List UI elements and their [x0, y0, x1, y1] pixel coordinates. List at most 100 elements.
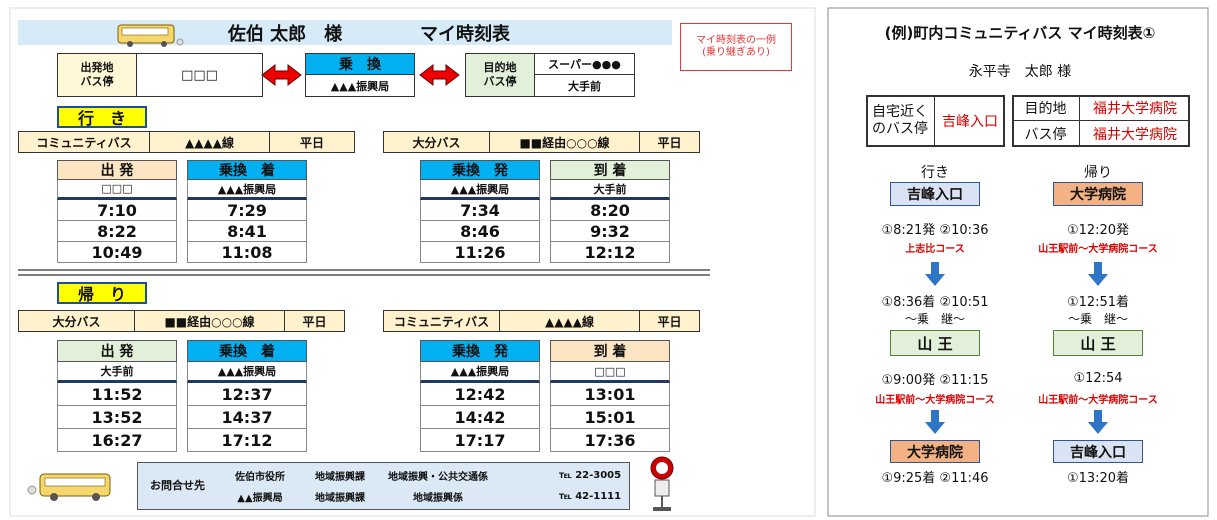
- dest-label-line: 目的地: [483, 61, 517, 75]
- departure-time: 12:12: [550, 242, 670, 263]
- contact-cell: ℡ 42-1111: [558, 490, 622, 502]
- time-line: ①12:51着: [1066, 294, 1130, 310]
- direction-heading: 帰 り: [57, 282, 147, 304]
- column-stop: ▲▲▲振興局: [187, 362, 307, 383]
- contact-cell: ℡ 22-3005: [558, 469, 622, 481]
- dest-box: [1012, 95, 1190, 147]
- transfer-label: 乗 換: [305, 53, 415, 75]
- column-stop: 大手前: [57, 362, 177, 383]
- separator: [18, 269, 710, 276]
- time-line: ①9:25着 ②11:46: [881, 470, 989, 486]
- stop-box: 大学病院: [1053, 182, 1143, 206]
- departure-time: 7:29: [187, 200, 307, 221]
- departure-time: 17:12: [187, 429, 307, 452]
- departure-time: 12:42: [420, 383, 540, 406]
- departure-time: 13:01: [550, 383, 670, 406]
- contact-label: お問合せ先: [150, 479, 205, 492]
- origin-label-line: 出発地: [80, 61, 114, 75]
- stop-box: 山 王: [890, 330, 980, 356]
- time-line: ①12:54: [1073, 370, 1123, 386]
- departure-time: 17:17: [420, 429, 540, 452]
- departure-time: 15:01: [550, 406, 670, 429]
- dest-stop: スーパー●●●: [535, 53, 635, 75]
- column-header: 到 着: [550, 160, 670, 180]
- dest-label-line: バス停: [483, 75, 517, 88]
- column-header: 乗換 着: [187, 340, 307, 362]
- column-stop: ▲▲▲振興局: [420, 180, 540, 200]
- sample-note-line: マイ時刻表の一例: [696, 34, 776, 46]
- departure-time: 17:36: [550, 429, 670, 452]
- time-line: ①8:36着 ②10:51: [881, 294, 989, 310]
- column-header: 出 発: [57, 160, 177, 180]
- stop-box: 山 王: [1053, 330, 1143, 356]
- column-stop: ▲▲▲振興局: [187, 180, 307, 200]
- column-stop: □□□: [550, 362, 670, 383]
- column-stop: ▲▲▲振興局: [420, 362, 540, 383]
- departure-time: 13:52: [57, 406, 177, 429]
- leg-day: 平日: [640, 131, 700, 153]
- leg-company: 大分バス: [383, 131, 490, 153]
- home-label-line: のバス停: [872, 121, 928, 137]
- leg-company: コミュニティバス: [18, 131, 150, 153]
- dest-value: 福井大学病院: [1080, 95, 1190, 121]
- stop-box: 大学病院: [890, 440, 980, 463]
- transfer-note: ～乗 継～: [1067, 311, 1128, 326]
- home-stop: 吉峰入口: [942, 114, 998, 130]
- course-name: 山王駅前～大学病院コース: [1038, 243, 1158, 255]
- time-line: ①13:20着: [1066, 470, 1130, 486]
- bus-stop-icon: [650, 456, 674, 511]
- leg-day: 平日: [640, 310, 700, 332]
- sheet-title: マイ時刻表: [420, 23, 510, 45]
- down-arrow: [925, 410, 945, 434]
- right-frame: [827, 7, 1209, 517]
- departure-time: 8:22: [57, 221, 177, 242]
- contact-cell: 地域振興課: [315, 492, 365, 504]
- leg-line: ▲▲▲▲線: [500, 310, 640, 332]
- leg-day: 平日: [285, 310, 345, 332]
- stop-value: 福井大学病院: [1093, 127, 1177, 143]
- route-heading: 行き: [921, 165, 949, 181]
- bus-icon: [117, 24, 184, 47]
- departure-time: 8:46: [420, 221, 540, 242]
- departure-time: 11:52: [57, 383, 177, 406]
- leg-company: コミュニティバス: [383, 310, 500, 332]
- transfer-stop: ▲▲▲振興局: [305, 75, 415, 97]
- departure-time: 7:34: [420, 200, 540, 221]
- column-header: 出 発: [57, 340, 177, 362]
- departure-time: 7:10: [57, 200, 177, 221]
- contact-cell: 佐伯市役所: [235, 471, 285, 483]
- departure-time: 9:32: [550, 221, 670, 242]
- departure-time: 11:26: [420, 242, 540, 263]
- route-heading: 帰り: [1084, 165, 1112, 181]
- departure-time: 12:37: [187, 383, 307, 406]
- contact-cell: 地域振興課: [315, 471, 365, 483]
- dest-label: 目的地: [1012, 95, 1080, 121]
- dest-stop: 大手前: [535, 75, 635, 97]
- column-header: 乗換 発: [420, 340, 540, 362]
- leg-company: 大分バス: [18, 310, 135, 332]
- departure-time: 11:08: [187, 242, 307, 263]
- contact-box: [137, 462, 630, 510]
- origin-label-line: バス停: [80, 75, 114, 88]
- left-frame: [9, 7, 816, 517]
- column-header: 到 着: [550, 340, 670, 362]
- course-name: 山王駅前～大学病院コース: [875, 394, 995, 406]
- leg-day: 平日: [270, 131, 355, 153]
- sample-note-line: (乗り継ぎあり): [702, 47, 770, 58]
- contact-cell: ▲▲振興局: [237, 492, 283, 504]
- origin-label: 出発地 バス停: [57, 53, 137, 97]
- home-label-line: 自宅近く: [872, 103, 928, 120]
- departure-time: 14:37: [187, 406, 307, 429]
- departure-time: 10:49: [57, 242, 177, 263]
- down-arrow: [1088, 262, 1108, 286]
- sample-note: マイ時刻表の一例 (乗り継ぎあり): [680, 23, 792, 71]
- right-name: 永平寺 太郎 様: [968, 64, 1072, 80]
- column-header: 乗換 着: [187, 160, 307, 180]
- home-box: [866, 95, 1005, 147]
- contact-cell: 地域振興係: [413, 492, 463, 504]
- leg-line: ■■経由○○○線: [490, 131, 640, 153]
- departure-time: 8:41: [187, 221, 307, 242]
- origin-stop: □□□: [137, 53, 263, 97]
- course-name: 上志比コース: [905, 243, 965, 255]
